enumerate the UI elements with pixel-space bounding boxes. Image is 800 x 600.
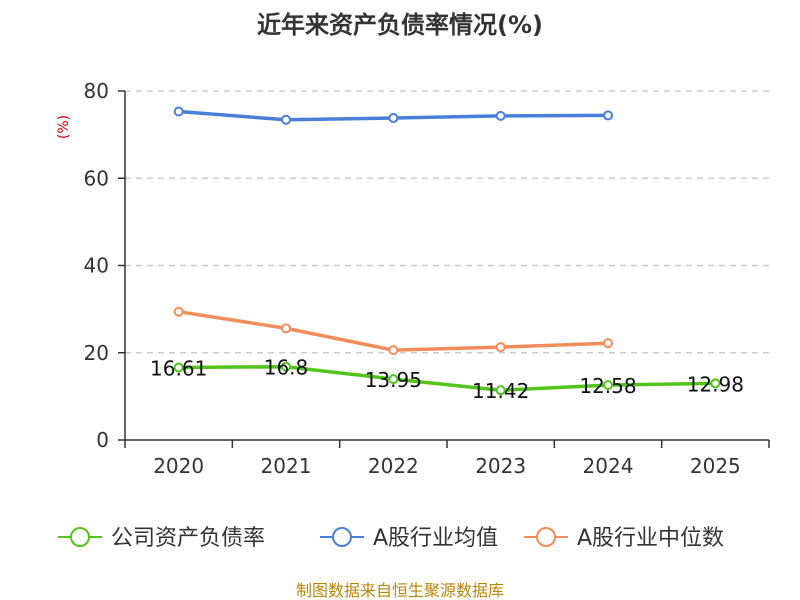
y-tick-label: 20 (84, 341, 109, 365)
legend-marker-icon (70, 527, 90, 547)
legend-label: A股行业均值 (373, 526, 498, 551)
y-tick-label: 40 (84, 254, 109, 278)
grid-lines (125, 90, 769, 354)
series-line (176, 309, 610, 352)
legend-label: 公司资产负债率 (111, 526, 265, 551)
chart-title: 近年来资产负债率情况(%) (257, 11, 543, 39)
series-line (176, 364, 718, 392)
data-point[interactable] (495, 385, 506, 396)
data-point[interactable] (495, 110, 506, 121)
data-point[interactable] (388, 113, 399, 124)
data-point[interactable] (281, 114, 291, 125)
x-tick-label: 2021 (261, 454, 312, 478)
data-label: 11.42 (472, 379, 529, 403)
legend-industry-median[interactable]: A股行业中位数 (524, 526, 724, 551)
y-tick-label: 60 (84, 166, 109, 190)
x-tick-label: 2023 (475, 454, 526, 478)
data-point[interactable] (173, 106, 184, 117)
x-tick-label: 2020 (153, 454, 204, 478)
legend[interactable]: 公司资产负债率 A股行业均值 A股行业中位数 (58, 526, 724, 551)
data-point[interactable] (710, 378, 721, 389)
data-point[interactable] (603, 338, 613, 349)
axes: 0 20 40 60 80 2020 2021 2022 2023 2024 2025 (84, 79, 770, 478)
y-tick-label: 80 (84, 79, 109, 103)
legend-marker-icon (536, 527, 556, 547)
legend-industry-mean[interactable]: A股行业均值 (320, 526, 498, 551)
y-axis-unit: (%) (56, 115, 72, 139)
x-tick-label: 2025 (690, 454, 741, 478)
legend-label: A股行业中位数 (577, 526, 724, 551)
data-point[interactable] (388, 374, 399, 385)
data-label: 16.61 (150, 357, 207, 381)
series-group: 16.61 16.8 13.95 11.42 12.58 12.98 (150, 106, 744, 403)
data-label: 16.8 (264, 356, 309, 380)
data-point[interactable] (173, 362, 184, 373)
data-label: 13.95 (365, 368, 422, 392)
data-label: 12.98 (687, 372, 744, 396)
legend-company-debt-ratio[interactable]: 公司资产负债率 (58, 526, 265, 551)
data-source: 制图数据来自恒生聚源数据库 (296, 581, 504, 600)
legend-marker-icon (332, 527, 352, 547)
data-point[interactable] (603, 110, 613, 121)
y-tick-label: 0 (96, 428, 109, 452)
data-point[interactable] (603, 380, 613, 391)
x-tick-label: 2022 (368, 454, 419, 478)
data-point[interactable] (173, 306, 184, 317)
data-point[interactable] (388, 345, 399, 356)
x-tick-label: 2024 (583, 454, 634, 478)
data-point[interactable] (495, 342, 506, 353)
data-point[interactable] (281, 361, 291, 372)
data-label: 12.58 (579, 374, 636, 398)
data-point[interactable] (281, 323, 291, 334)
